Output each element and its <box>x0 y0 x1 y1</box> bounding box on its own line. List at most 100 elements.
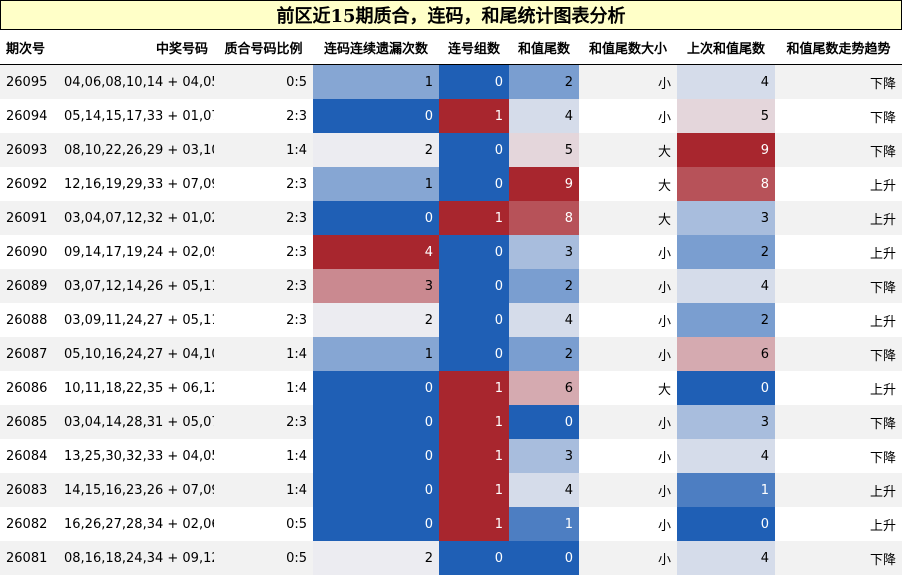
table-row: 26088 03,09,11,24,27 + 05,11 2:3 2 0 4 小 2 上升 <box>0 303 902 337</box>
cell-numbers: 04,06,08,10,14 + 04,05 <box>58 64 214 99</box>
column-header-consecutive-miss: 连码连续遗漏次数 <box>313 30 439 65</box>
cell-prev-sum-tail: 4 <box>677 269 775 303</box>
cell-issue: 26090 <box>0 235 58 269</box>
cell-sum-tail: 2 <box>509 64 579 99</box>
cell-sum-tail: 4 <box>509 473 579 507</box>
cell-sum-tail-trend: 上升 <box>775 167 902 201</box>
cell-prime-ratio: 1:4 <box>214 337 313 371</box>
cell-prime-ratio: 2:3 <box>214 303 313 337</box>
cell-issue: 26084 <box>0 439 58 473</box>
cell-sum-tail-trend: 下降 <box>775 99 902 133</box>
cell-prev-sum-tail: 4 <box>677 541 775 575</box>
cell-prev-sum-tail: 3 <box>677 201 775 235</box>
cell-issue: 26091 <box>0 201 58 235</box>
cell-prime-ratio: 2:3 <box>214 235 313 269</box>
cell-prev-sum-tail: 2 <box>677 235 775 269</box>
cell-issue: 26083 <box>0 473 58 507</box>
cell-issue: 26088 <box>0 303 58 337</box>
cell-consecutive-groups: 0 <box>439 167 509 201</box>
cell-sum-tail-size: 小 <box>579 64 677 99</box>
cell-consecutive-miss: 1 <box>313 337 439 371</box>
cell-sum-tail: 1 <box>509 507 579 541</box>
cell-consecutive-groups: 0 <box>439 541 509 575</box>
table-row: 26086 10,11,18,22,35 + 06,12 1:4 0 1 6 大 0 上升 <box>0 371 902 405</box>
cell-numbers: 10,11,18,22,35 + 06,12 <box>58 371 214 405</box>
cell-sum-tail: 0 <box>509 405 579 439</box>
cell-sum-tail-trend: 上升 <box>775 371 902 405</box>
cell-sum-tail: 2 <box>509 269 579 303</box>
table-body: 26095 04,06,08,10,14 + 04,05 0:5 1 0 2 小 4 下降 260… <box>0 64 902 575</box>
cell-sum-tail-trend: 下降 <box>775 337 902 371</box>
cell-prev-sum-tail: 4 <box>677 64 775 99</box>
cell-consecutive-miss: 2 <box>313 541 439 575</box>
cell-sum-tail: 4 <box>509 303 579 337</box>
cell-sum-tail-size: 小 <box>579 99 677 133</box>
stats-table: 期次号 中奖号码 质合号码比例 连码连续遗漏次数 连号组数 和值尾数 和值尾数大小 上次和值尾… <box>0 30 902 575</box>
cell-sum-tail: 6 <box>509 371 579 405</box>
cell-issue: 26089 <box>0 269 58 303</box>
cell-sum-tail: 0 <box>509 541 579 575</box>
cell-numbers: 05,10,16,24,27 + 04,10 <box>58 337 214 371</box>
cell-consecutive-miss: 1 <box>313 64 439 99</box>
cell-consecutive-miss: 0 <box>313 201 439 235</box>
table-row: 26090 09,14,17,19,24 + 02,09 2:3 4 0 3 小 2 上升 <box>0 235 902 269</box>
cell-numbers: 16,26,27,28,34 + 02,06 <box>58 507 214 541</box>
cell-consecutive-miss: 1 <box>313 167 439 201</box>
column-header-prev-sum-tail: 上次和值尾数 <box>677 30 775 65</box>
cell-sum-tail-trend: 上升 <box>775 303 902 337</box>
cell-numbers: 08,16,18,24,34 + 09,12 <box>58 541 214 575</box>
cell-consecutive-groups: 0 <box>439 337 509 371</box>
cell-sum-tail-size: 小 <box>579 473 677 507</box>
table-row: 26091 03,04,07,12,32 + 01,02 2:3 0 1 8 大 3 上升 <box>0 201 902 235</box>
table-row: 26092 12,16,19,29,33 + 07,09 2:3 1 0 9 大 8 上升 <box>0 167 902 201</box>
cell-sum-tail-size: 大 <box>579 133 677 167</box>
cell-consecutive-miss: 0 <box>313 405 439 439</box>
cell-prime-ratio: 0:5 <box>214 507 313 541</box>
cell-sum-tail-trend: 上升 <box>775 235 902 269</box>
cell-prev-sum-tail: 2 <box>677 303 775 337</box>
cell-issue: 26082 <box>0 507 58 541</box>
cell-numbers: 13,25,30,32,33 + 04,05 <box>58 439 214 473</box>
cell-consecutive-groups: 1 <box>439 507 509 541</box>
cell-sum-tail: 5 <box>509 133 579 167</box>
cell-consecutive-groups: 0 <box>439 64 509 99</box>
cell-prime-ratio: 1:4 <box>214 439 313 473</box>
cell-sum-tail: 3 <box>509 439 579 473</box>
cell-sum-tail-trend: 上升 <box>775 473 902 507</box>
cell-sum-tail-trend: 下降 <box>775 439 902 473</box>
cell-prime-ratio: 2:3 <box>214 201 313 235</box>
cell-sum-tail-size: 大 <box>579 201 677 235</box>
cell-prev-sum-tail: 8 <box>677 167 775 201</box>
cell-prime-ratio: 1:4 <box>214 473 313 507</box>
cell-prev-sum-tail: 6 <box>677 337 775 371</box>
cell-issue: 26094 <box>0 99 58 133</box>
cell-numbers: 14,15,16,23,26 + 07,09 <box>58 473 214 507</box>
cell-sum-tail-trend: 下降 <box>775 405 902 439</box>
cell-sum-tail: 9 <box>509 167 579 201</box>
cell-prime-ratio: 2:3 <box>214 269 313 303</box>
column-header-sum-tail: 和值尾数 <box>509 30 579 65</box>
cell-issue: 26093 <box>0 133 58 167</box>
cell-prev-sum-tail: 0 <box>677 507 775 541</box>
column-header-numbers: 中奖号码 <box>58 30 214 65</box>
cell-numbers: 09,14,17,19,24 + 02,09 <box>58 235 214 269</box>
cell-sum-tail: 2 <box>509 337 579 371</box>
cell-sum-tail-trend: 下降 <box>775 64 902 99</box>
cell-prime-ratio: 2:3 <box>214 99 313 133</box>
cell-issue: 26085 <box>0 405 58 439</box>
cell-sum-tail-size: 小 <box>579 235 677 269</box>
cell-consecutive-miss: 0 <box>313 99 439 133</box>
table-row: 26095 04,06,08,10,14 + 04,05 0:5 1 0 2 小 4 下降 <box>0 64 902 99</box>
cell-consecutive-groups: 1 <box>439 405 509 439</box>
cell-issue: 26087 <box>0 337 58 371</box>
table-header-row: 期次号 中奖号码 质合号码比例 连码连续遗漏次数 连号组数 和值尾数 和值尾数大小 上次和值尾… <box>0 30 902 65</box>
cell-sum-tail-trend: 上升 <box>775 201 902 235</box>
cell-sum-tail-trend: 下降 <box>775 133 902 167</box>
table-row: 26082 16,26,27,28,34 + 02,06 0:5 0 1 1 小 0 上升 <box>0 507 902 541</box>
cell-numbers: 05,14,15,17,33 + 01,07 <box>58 99 214 133</box>
cell-sum-tail-size: 小 <box>579 541 677 575</box>
cell-consecutive-miss: 2 <box>313 303 439 337</box>
cell-sum-tail: 8 <box>509 201 579 235</box>
chart-title: 前区近15期质合，连码，和尾统计图表分析 <box>0 0 902 30</box>
cell-consecutive-miss: 2 <box>313 133 439 167</box>
